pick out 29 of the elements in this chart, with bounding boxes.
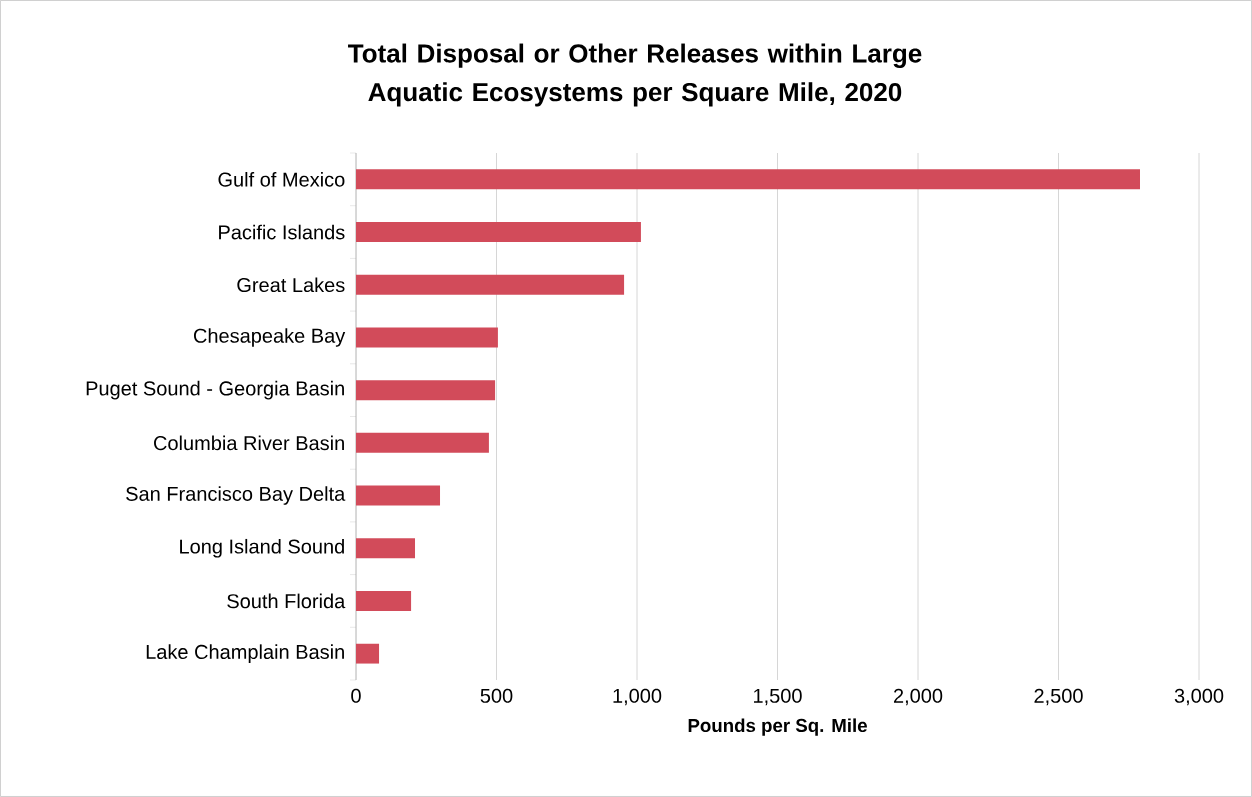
y-tick-label: Pacific Islands bbox=[219, 224, 345, 240]
bar bbox=[356, 538, 416, 559]
y-tick-label: San Francisco Bay Delta bbox=[126, 486, 346, 505]
bar bbox=[356, 485, 441, 506]
y-tick-label: Lake Champlain Basin bbox=[146, 644, 344, 663]
bar bbox=[356, 327, 498, 348]
bar bbox=[356, 590, 412, 611]
y-tick-label: Columbia River Basin bbox=[154, 435, 344, 451]
x-axis-title: Pounds per Sq. Mile bbox=[688, 718, 867, 736]
bar bbox=[356, 643, 380, 664]
bar bbox=[356, 432, 489, 453]
bar bbox=[356, 380, 496, 401]
bar bbox=[356, 169, 1140, 190]
chart-title: Total Disposal or Other Releases within Large Aquatic Ecosystems per Square Mile, 2020 bbox=[348, 43, 922, 107]
x-tick-label: 1,500 bbox=[754, 688, 802, 706]
y-tick-label: Chesapeake Bay bbox=[193, 328, 346, 347]
x-tick-label: 2,500 bbox=[1034, 688, 1083, 706]
y-tick-label: South Florida bbox=[227, 593, 346, 609]
bar bbox=[356, 274, 625, 295]
y-tick-label: Great Lakes bbox=[237, 277, 345, 293]
y-tick-label: Gulf of Mexico bbox=[218, 172, 345, 187]
x-tick-label: 2,000 bbox=[893, 688, 943, 706]
x-tick-label: 0 bbox=[351, 688, 361, 703]
x-tick-label: 3,000 bbox=[1174, 688, 1224, 706]
y-tick-label: Puget Sound - Georgia Basin bbox=[86, 380, 344, 400]
y-tick-label: Long Island Sound bbox=[180, 538, 344, 558]
x-tick-label: 500 bbox=[480, 688, 513, 703]
bar bbox=[356, 222, 641, 243]
x-tick-label: 1,000 bbox=[613, 688, 662, 706]
